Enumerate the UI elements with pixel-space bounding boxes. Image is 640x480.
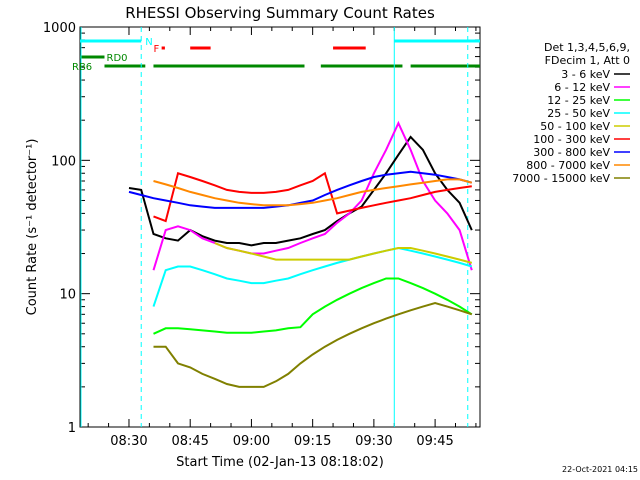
y-axis-ticks: 1 10 100 1000 [43,21,480,436]
series-line-8 [153,302,473,388]
series-line-5 [153,171,472,223]
series-line-4 [214,242,473,264]
y-tick-label-2: 100 [51,154,76,169]
plot-frame [79,26,481,428]
legend-entry-0: 3 - 6 keV [561,68,610,81]
series-line-0 [128,135,473,247]
flag-label-rd0: RD0 [107,53,128,64]
x-axis-label: Start Time (02-Jan-13 08:18:02) [176,455,384,470]
chart-title: RHESSI Observing Summary Count Rates [125,4,435,22]
flag-label-f: F [153,44,159,55]
legend-header-2: FDecim 1, Att 0 [545,54,630,67]
series-line-1 [152,120,473,271]
legend-entry-5: 100 - 300 keV [533,133,610,146]
series-line-6 [128,170,473,209]
flag-bars: NF RD0 RB6 [72,27,480,427]
legend-header-1: Det 1,3,4,5,6,9, [544,41,630,54]
y-tick-label-0: 1 [68,421,76,436]
legend-entry-1: 6 - 12 keV [554,81,610,94]
series-line-2 [153,277,473,335]
legend-entry-2: 12 - 25 keV [547,94,610,107]
x-tick-label-1: 08:45 [171,434,208,449]
legend-entry-8: 7000 - 15000 keV [512,172,610,185]
x-tick-label-5: 09:45 [416,434,453,449]
flag-label-n: N [145,37,152,48]
flag-label-rb6: RB6 [72,62,92,73]
legend-entry-7: 800 - 7000 keV [526,159,610,172]
y-axis-label: Count Rate (s⁻¹ detector⁻¹) [25,139,40,316]
x-tick-label-2: 09:00 [233,434,270,449]
x-tick-label-0: 08:30 [110,434,147,449]
x-tick-label-4: 09:30 [355,434,392,449]
x-tick-label-3: 09:15 [294,434,331,449]
footer-timestamp: 22-Oct-2021 04:15 [562,465,638,474]
x-axis-ticks: 08:30 08:45 09:00 09:15 09:30 09:45 [87,27,477,449]
legend-entry-3: 25 - 50 keV [547,107,610,120]
y-tick-label-1: 10 [59,288,76,303]
legend-entry-4: 50 - 100 keV [540,120,610,133]
series-lines [128,120,473,388]
legend-entry-6: 300 - 800 keV [533,146,610,159]
legend: Det 1,3,4,5,6,9, FDecim 1, Att 0 3 - 6 k… [512,41,630,185]
series-line-7 [153,178,473,207]
series-line-3 [152,246,473,307]
y-tick-label-3: 1000 [43,21,76,36]
